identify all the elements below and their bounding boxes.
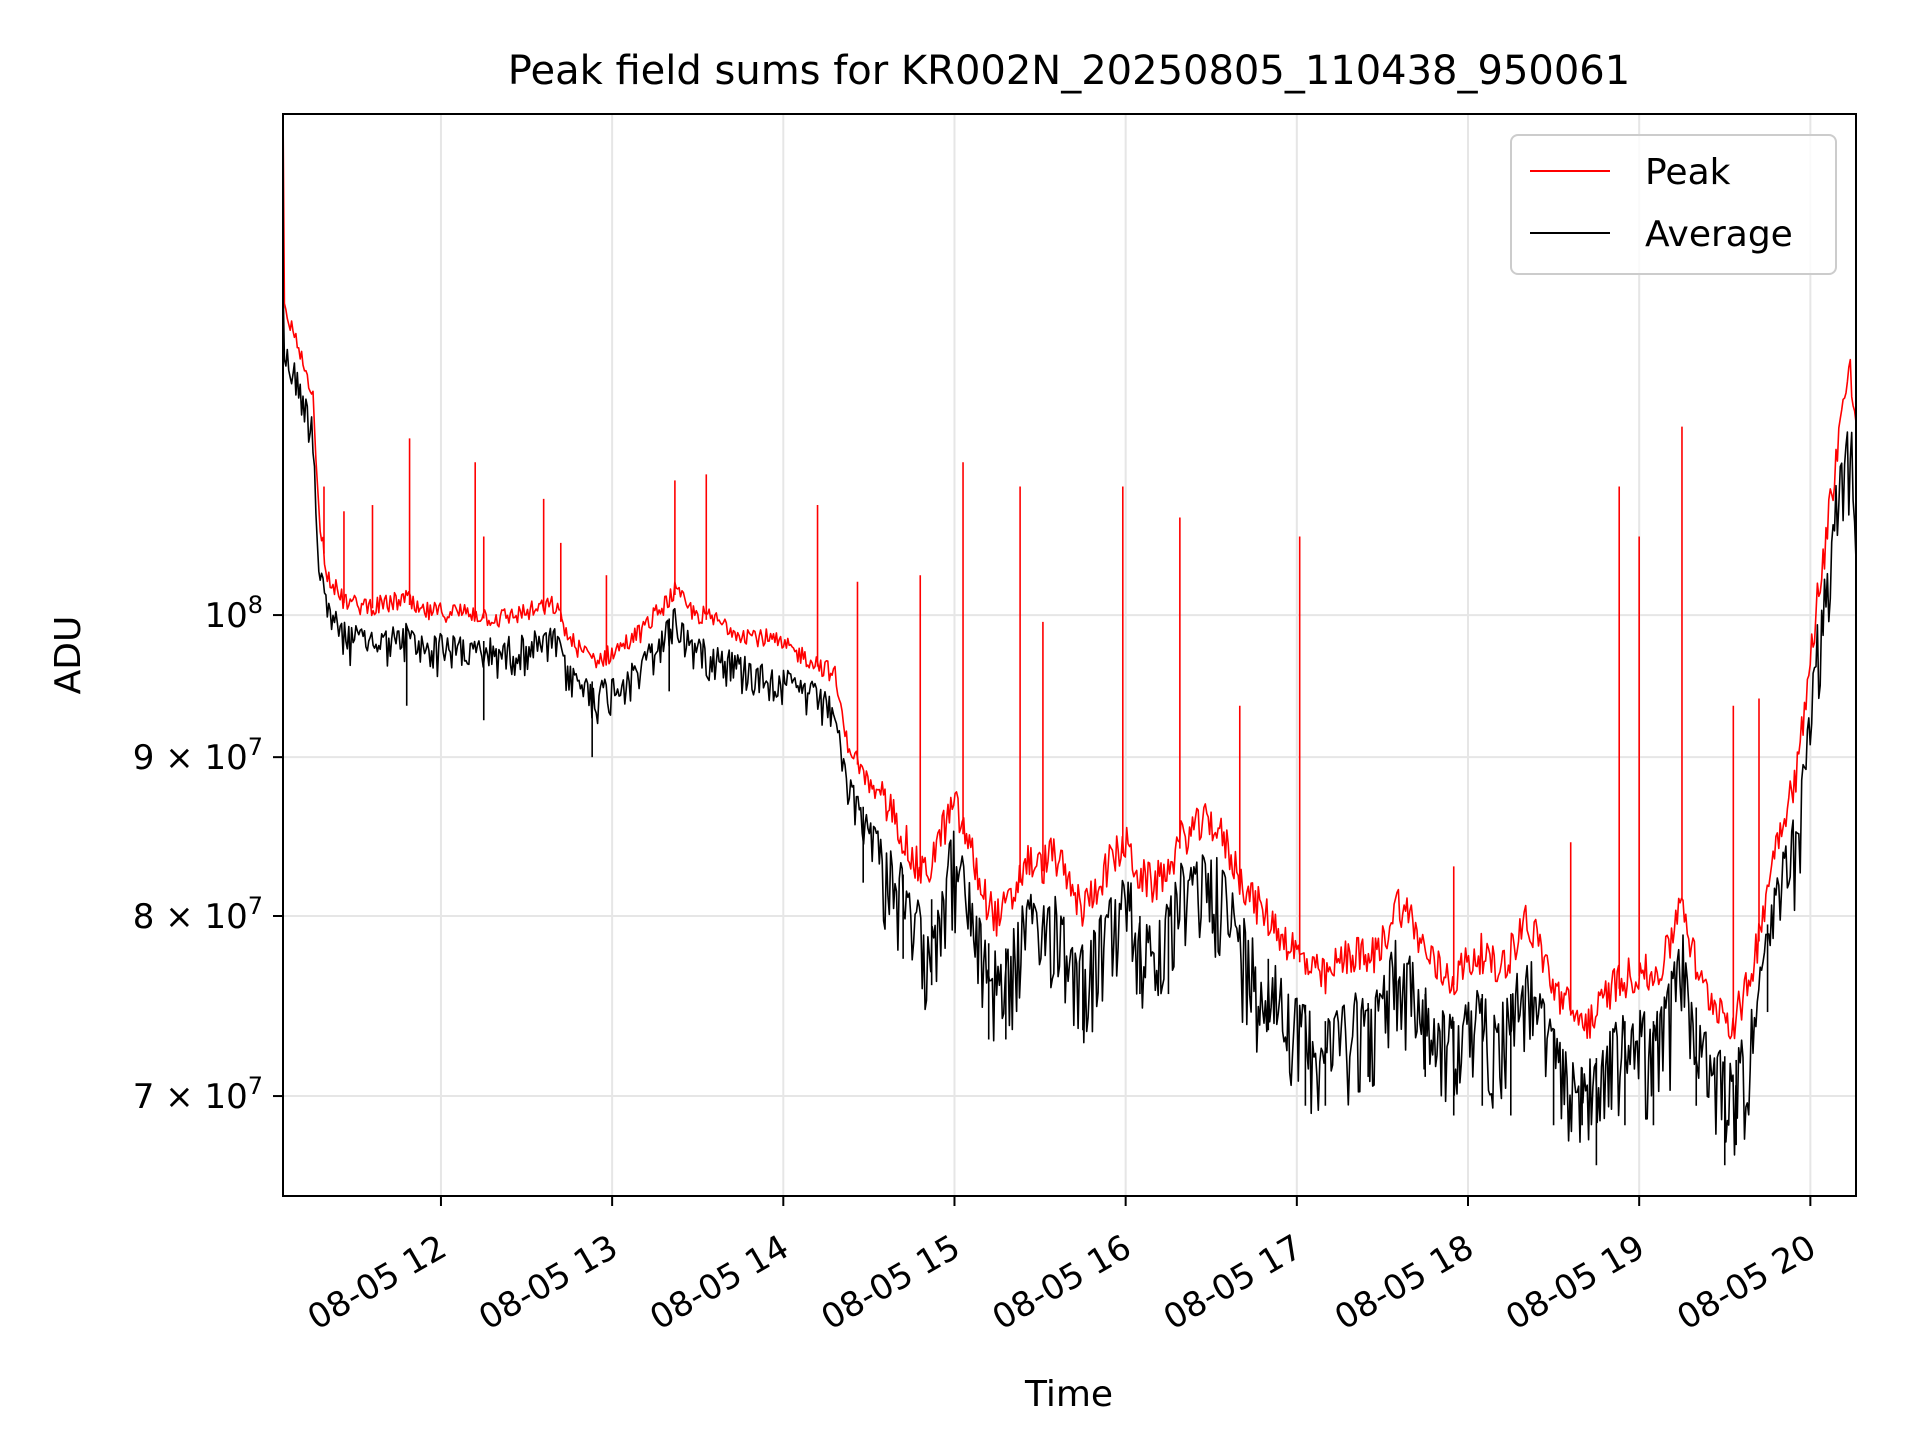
series-layer [283,114,1856,1166]
plot-frame [282,113,1857,1197]
y-tick-label: 9 × 107 [133,733,263,778]
y-axis-ticks: 7 × 107 8 × 107 9 × 107 108 [133,591,283,1117]
legend-box [1510,134,1837,275]
series-line-peak [283,114,1856,1040]
legend-label-peak: Peak [1645,152,1731,193]
y-axis-label: ADU [48,616,89,695]
legend: Peak Average [1510,134,1837,275]
y-tick-label: 7 × 107 [133,1072,263,1117]
x-axis-label: Time [1024,1374,1113,1415]
legend-label-average: Average [1645,214,1793,255]
y-tick-label: 108 [204,591,263,636]
series-line-average [283,279,1856,1156]
chart-title: Peak field sums for KR002N_20250805_1104… [508,48,1630,94]
y-tick-label: 8 × 107 [133,892,263,937]
